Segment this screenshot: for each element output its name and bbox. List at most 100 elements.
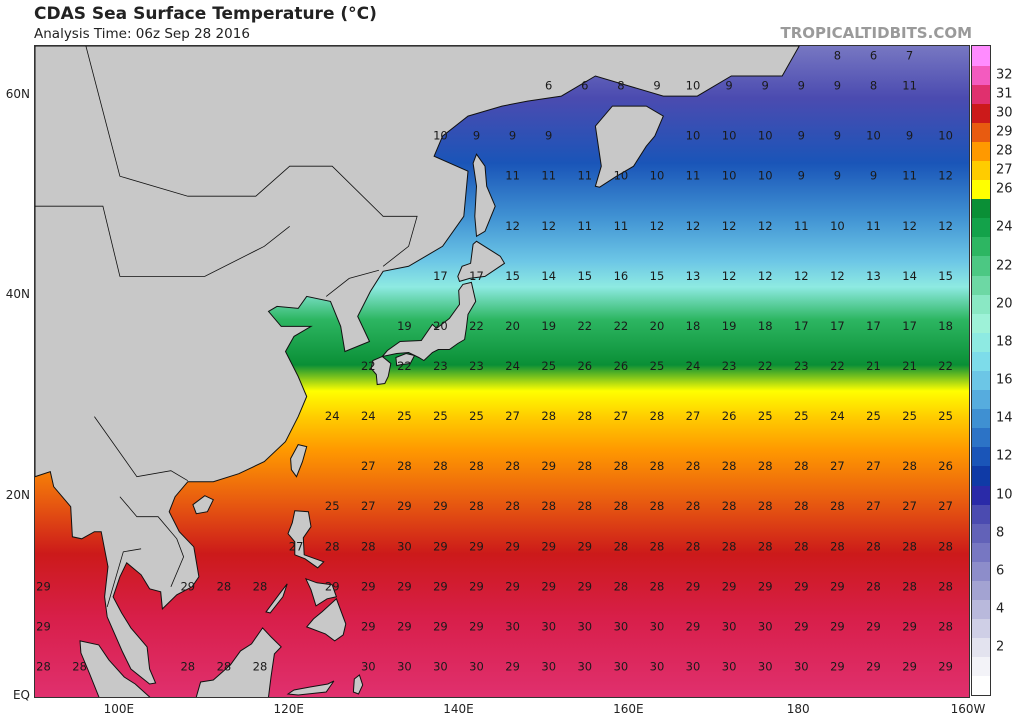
sst-map: 8 6 7 6 6 8 9 10 9 9 9 9 8 11 10 9 9 9 10 10 10 9 9 10 9 10 11 11 11… xyxy=(34,45,970,698)
sst-value: 27 xyxy=(289,539,304,553)
land-hokkaido xyxy=(457,240,506,283)
colorbar-segment xyxy=(972,332,990,352)
sst-value: 30 xyxy=(794,660,809,674)
land-asia-mainland xyxy=(35,46,800,685)
sst-value: 10 xyxy=(938,129,953,143)
sst-value: 28 xyxy=(36,660,51,674)
sst-value: 10 xyxy=(722,169,737,183)
sst-value: 29 xyxy=(686,619,701,633)
sst-value: 29 xyxy=(686,579,701,593)
country-border xyxy=(85,46,418,267)
sst-value: 9 xyxy=(653,79,660,93)
sst-value: 10 xyxy=(650,169,665,183)
colorbar-tick-label: 18 xyxy=(996,334,1013,350)
land-taiwan xyxy=(290,444,308,478)
sst-value: 28 xyxy=(686,499,701,513)
sst-value: 17 xyxy=(794,319,809,333)
sst-value: 12 xyxy=(830,269,845,283)
sst-value: 28 xyxy=(541,499,556,513)
colorbar-tick-label: 24 xyxy=(996,219,1013,235)
sst-value: 29 xyxy=(180,579,195,593)
sst-value: 22 xyxy=(361,359,376,373)
sst-value: 28 xyxy=(650,579,665,593)
lat-label: 20N xyxy=(5,487,30,502)
land-visayas xyxy=(304,577,338,607)
sst-value: 10 xyxy=(866,129,881,143)
colorbar-segment xyxy=(972,65,990,85)
sst-value: 30 xyxy=(541,660,556,674)
sst-value: 7 xyxy=(906,49,913,63)
sst-value: 28 xyxy=(433,459,448,473)
sst-value: 28 xyxy=(541,409,556,423)
sst-value: 30 xyxy=(433,660,448,674)
country-border xyxy=(94,416,189,482)
lon-label: 140E xyxy=(443,702,474,716)
colorbar-segment xyxy=(972,675,990,696)
sst-value: 29 xyxy=(866,619,881,633)
sst-value: 8 xyxy=(870,79,877,93)
sst-value: 27 xyxy=(830,459,845,473)
sst-value: 9 xyxy=(725,79,732,93)
sst-value: 25 xyxy=(758,409,773,423)
sst-value: 10 xyxy=(433,129,448,143)
sst-value: 29 xyxy=(830,579,845,593)
lat-label: 60N xyxy=(5,87,30,102)
colorbar-segment xyxy=(972,103,990,123)
colorbar-tick-label: 4 xyxy=(996,601,1005,617)
sst-value: 29 xyxy=(397,499,412,513)
colorbar-segment xyxy=(972,294,990,314)
sst-value: 28 xyxy=(722,459,737,473)
sst-value: 29 xyxy=(541,539,556,553)
lat-label: 40N xyxy=(5,287,30,302)
colorbar-tick-label: 14 xyxy=(996,410,1013,426)
sst-value: 27 xyxy=(361,459,376,473)
sst-value: 25 xyxy=(866,409,881,423)
colorbar-segment xyxy=(972,275,990,295)
sst-value: 12 xyxy=(505,219,520,233)
sst-value: 9 xyxy=(834,129,841,143)
sst-value: 8 xyxy=(834,49,841,63)
country-border xyxy=(35,205,290,277)
colorbar-segment xyxy=(972,313,990,333)
sst-value: 17 xyxy=(830,319,845,333)
colorbar-tick-label: 32 xyxy=(996,67,1013,83)
sst-value: 26 xyxy=(722,409,737,423)
land-kyushu xyxy=(370,355,392,386)
sst-value: 28 xyxy=(650,459,665,473)
colorbar-segment xyxy=(972,599,990,620)
sst-value: 29 xyxy=(902,619,917,633)
sst-value: 28 xyxy=(361,539,376,553)
sst-value: 28 xyxy=(794,459,809,473)
country-border xyxy=(106,548,142,608)
colorbar-segment xyxy=(972,408,990,429)
sst-value: 17 xyxy=(902,319,917,333)
sst-value: 25 xyxy=(938,409,953,423)
sst-value: 28 xyxy=(722,539,737,553)
sst-value: 23 xyxy=(433,359,448,373)
sst-value: 9 xyxy=(509,129,516,143)
sst-value: 29 xyxy=(433,579,448,593)
sst-value: 24 xyxy=(361,409,376,423)
sst-value: 11 xyxy=(866,219,881,233)
lon-label: 160E xyxy=(613,702,644,716)
sst-value: 30 xyxy=(614,619,629,633)
sst-value: 29 xyxy=(830,619,845,633)
analysis-time: Analysis Time: 06z Sep 28 2016 xyxy=(34,26,250,42)
sst-value: 17 xyxy=(866,319,881,333)
land-mindanao xyxy=(305,597,347,642)
sst-value: 9 xyxy=(834,169,841,183)
sst-value: 25 xyxy=(541,359,556,373)
sst-value: 27 xyxy=(614,409,629,423)
sst-value: 28 xyxy=(614,459,629,473)
sst-value: 19 xyxy=(541,319,556,333)
land-honshu xyxy=(380,281,477,362)
sst-value: 21 xyxy=(902,359,917,373)
sst-value: 9 xyxy=(798,129,805,143)
sst-value: 11 xyxy=(902,79,917,93)
map-canvas: 8 6 7 6 6 8 9 10 9 9 9 9 8 11 10 9 9 9 10 10 10 9 9 10 9 10 11 11 11… xyxy=(35,46,969,697)
colorbar-segment xyxy=(972,122,990,142)
sst-value: 29 xyxy=(397,579,412,593)
sst-value: 28 xyxy=(722,499,737,513)
colorbar-tick-label: 27 xyxy=(996,162,1013,178)
colorbar-segment xyxy=(972,446,990,467)
